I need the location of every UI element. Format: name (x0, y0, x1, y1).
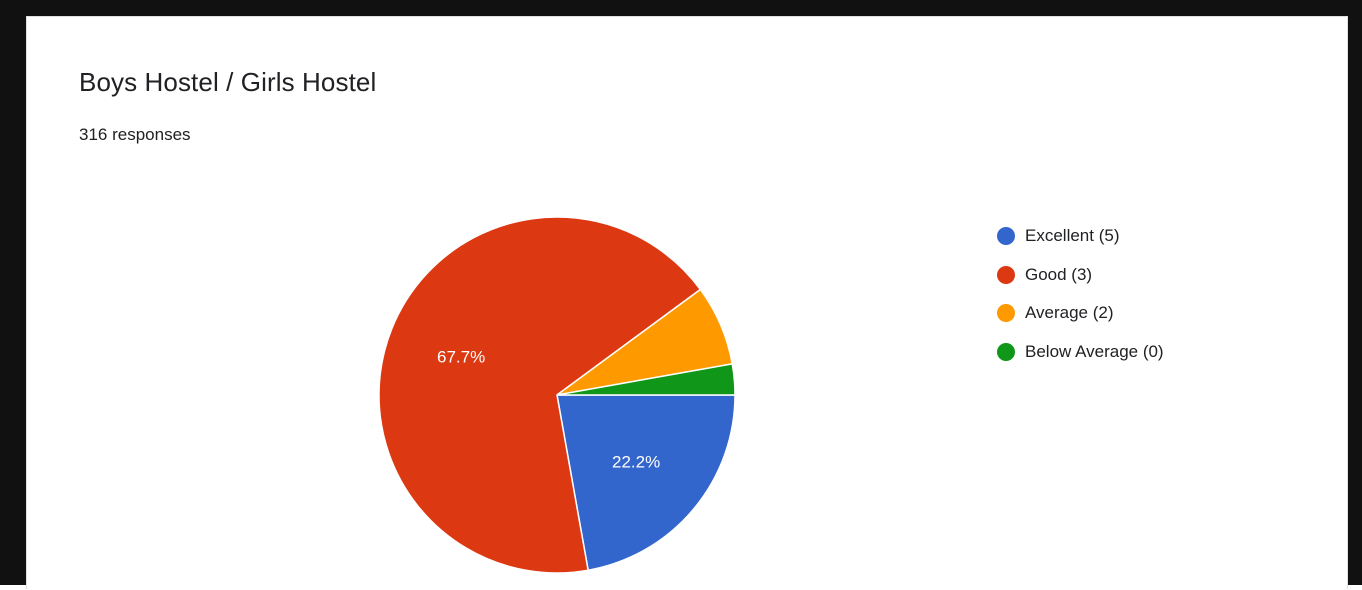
legend-swatch-excellent (997, 227, 1015, 246)
legend-label-average: Average (2) (1025, 303, 1114, 323)
legend-label-below-average: Below Average (0) (1025, 341, 1164, 361)
pie-slice-good[interactable] (378, 216, 702, 574)
pie-slice-below-average[interactable] (556, 362, 736, 396)
legend-item-excellent[interactable]: Excellent (5) (997, 217, 1164, 256)
pie-label-excellent: 22.2% (612, 452, 660, 471)
pie-chart: 22.2% 67.7% (378, 216, 736, 574)
legend-label-excellent: Excellent (5) (1025, 226, 1120, 246)
response-count: 316 responses (79, 125, 191, 144)
pie-slice-excellent[interactable] (556, 394, 736, 572)
response-card: Boys Hostel / Girls Hostel 316 responses… (26, 16, 1348, 589)
legend-label-good: Good (3) (1025, 264, 1093, 284)
legend-swatch-good (997, 265, 1015, 284)
chart-title: Boys Hostel / Girls Hostel (79, 67, 377, 97)
pie-label-good: 67.7% (437, 348, 485, 367)
legend-item-good[interactable]: Good (3) (997, 256, 1164, 295)
chart-legend: Excellent (5) Good (3) Average (2) Below… (997, 217, 1164, 371)
legend-item-average[interactable]: Average (2) (997, 294, 1164, 333)
legend-item-below-average[interactable]: Below Average (0) (997, 333, 1164, 372)
legend-swatch-below-average (997, 342, 1015, 361)
legend-swatch-average (997, 304, 1015, 323)
